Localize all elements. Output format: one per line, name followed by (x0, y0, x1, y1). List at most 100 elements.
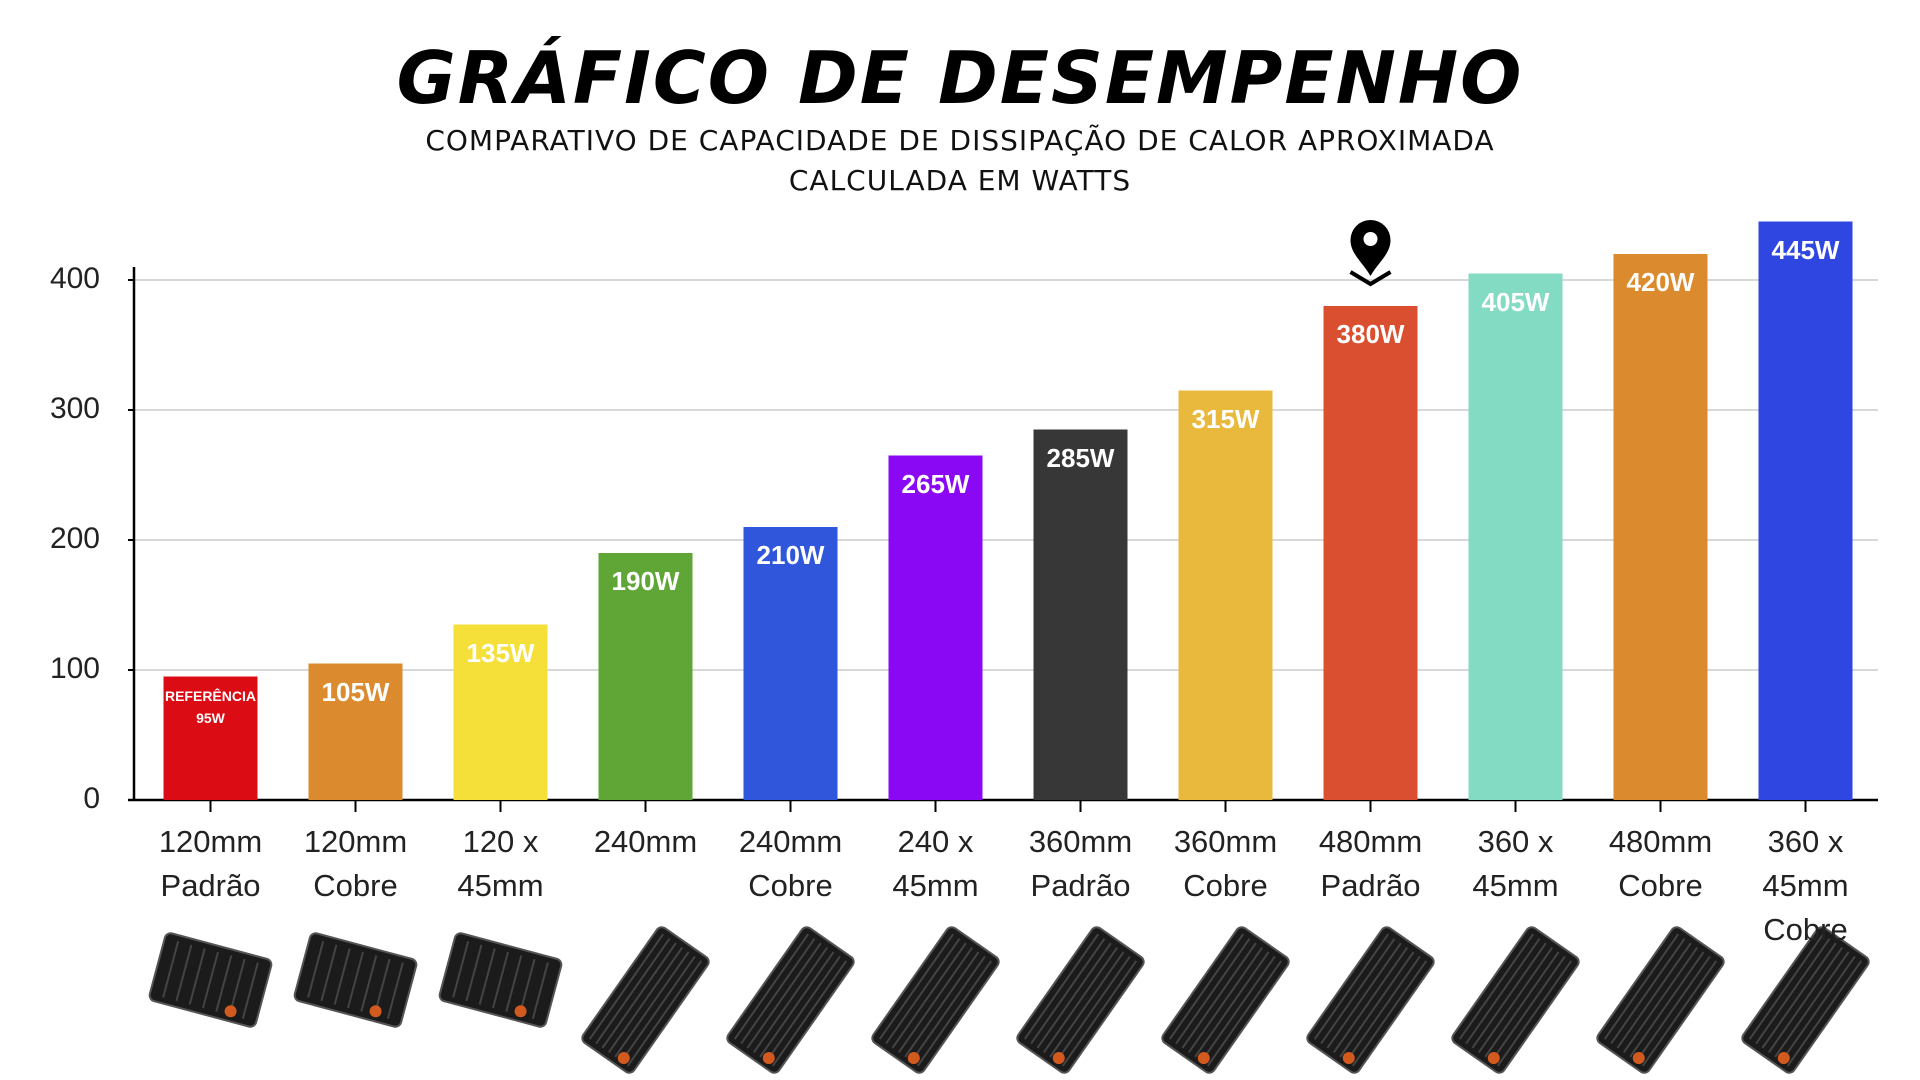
radiator-fin (1200, 955, 1276, 1062)
radiator-fin (772, 960, 848, 1067)
radiator-fin (1345, 955, 1421, 1062)
radiator-fin (1616, 942, 1692, 1049)
x-tick-label: 120mm Padrão (158, 824, 263, 903)
radiator-fin (465, 944, 483, 1002)
radiator-fin (1326, 942, 1402, 1049)
bar (888, 455, 983, 800)
radiator-fin (241, 962, 259, 1019)
radiator-fin (1748, 933, 1824, 1040)
radiator-fin (1207, 960, 1283, 1067)
radiator-image (1016, 926, 1145, 1074)
radiator-fin (452, 941, 470, 998)
value-label: 105W (321, 676, 390, 707)
radiator-fin (333, 948, 351, 1005)
x-tick-label: 240mm (593, 824, 698, 859)
radiator-port (762, 1052, 775, 1065)
x-tick-label: 360mm Cobre (1173, 824, 1278, 903)
bar (598, 553, 693, 800)
value-label: 190W (611, 566, 680, 596)
radiator-fin (1484, 951, 1560, 1058)
radiator-fin (1352, 960, 1428, 1067)
radiator-fin (215, 955, 233, 1012)
radiator-fin (1629, 951, 1705, 1058)
radiator-image (1306, 926, 1435, 1074)
radiator-fin (607, 947, 684, 1053)
pin-base (1349, 270, 1392, 287)
radiator-fin (1610, 938, 1686, 1045)
value-label: 135W (466, 637, 535, 668)
radiator-fin (1635, 955, 1711, 1062)
radiator-fin (1642, 960, 1718, 1067)
radiator-fin (1320, 938, 1396, 1045)
radiator-fin (588, 933, 664, 1040)
radiator-fin (891, 942, 967, 1049)
radiator-fin (1049, 951, 1125, 1058)
value-label: REFERÊNCIA 95W (164, 687, 256, 726)
radiator-fin (1780, 955, 1856, 1062)
radiator-fin (1787, 960, 1863, 1067)
x-tick-label: 360 x 45mm Cobre (1762, 824, 1849, 947)
radiator-fin (1755, 938, 1831, 1045)
radiator-fin (1497, 960, 1573, 1067)
radiator-fin (904, 951, 980, 1058)
subtitle: COMPARATIVO DE CAPACIDADE DE DISSIPAÇÃO … (425, 124, 1495, 157)
radiator-fin (1339, 951, 1415, 1058)
value-label: 265W (901, 468, 970, 499)
radiator-fin (307, 941, 325, 998)
radiator-fin (746, 942, 822, 1049)
y-tick-label: 200 (50, 522, 100, 555)
radiator-fin (917, 960, 993, 1067)
radiator-fin (752, 947, 829, 1053)
radiator-port (1487, 1052, 1500, 1065)
radiator-port (514, 1005, 527, 1018)
radiator-fin (386, 962, 404, 1019)
radiator-image (581, 926, 710, 1074)
bar (163, 676, 258, 800)
pin-hole (1363, 232, 1378, 246)
radiator-fin (1465, 938, 1541, 1045)
radiator-image (871, 926, 1000, 1074)
y-tick-label: 100 (50, 652, 100, 685)
radiator-fin (1194, 951, 1270, 1058)
radiator-fin (175, 944, 193, 1002)
radiator-image (726, 926, 855, 1074)
radiator-port (907, 1052, 920, 1065)
radiator-fin (1042, 947, 1119, 1053)
radiator-port (1052, 1052, 1065, 1065)
y-tick-label: 400 (50, 262, 100, 295)
radiator-fin (627, 960, 703, 1067)
radiator-fin (162, 941, 180, 998)
bar (1178, 390, 1273, 800)
radiator-image (1161, 926, 1290, 1074)
value-label: 445W (1771, 234, 1840, 265)
value-label: 285W (1046, 442, 1115, 473)
radiator-fin (765, 955, 841, 1062)
radiator-image (1451, 926, 1580, 1074)
value-label: 315W (1191, 403, 1260, 434)
value-label: 405W (1481, 286, 1550, 317)
bar (743, 527, 838, 800)
radiator-fin (1477, 947, 1554, 1053)
y-tick-label: 0 (83, 782, 100, 815)
bar (1033, 429, 1128, 800)
radiator-port (617, 1052, 630, 1065)
radiator-fin (1062, 960, 1138, 1067)
x-tick-label: 240mm Cobre (738, 824, 843, 903)
radiator-fin (1490, 955, 1566, 1062)
radiator-fin (910, 955, 986, 1062)
radiator-fin (897, 947, 974, 1053)
radiator-fin (202, 951, 219, 1009)
radiator-fin (885, 938, 961, 1045)
radiator-port (1342, 1052, 1355, 1065)
radiator-fin (614, 951, 690, 1058)
radiator-fin (347, 951, 364, 1009)
radiator-fin (1761, 942, 1837, 1049)
radiator-fin (531, 962, 549, 1019)
radiator-fin (1023, 933, 1099, 1040)
x-tick-label: 480mm Padrão (1318, 824, 1423, 903)
pin-icon (1350, 220, 1391, 276)
radiator-image (293, 932, 418, 1028)
radiator-image (1741, 926, 1870, 1074)
